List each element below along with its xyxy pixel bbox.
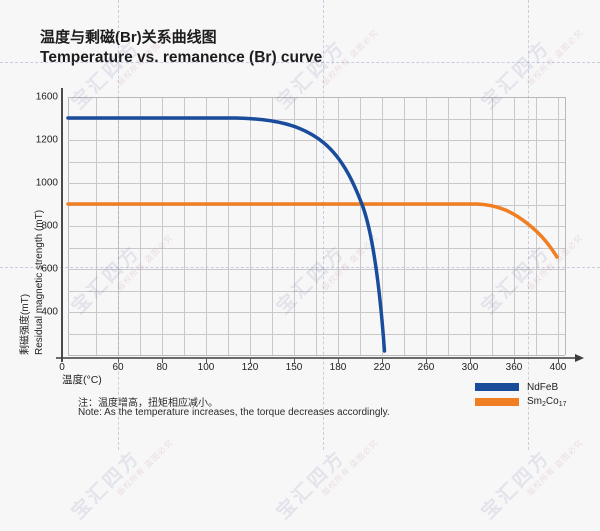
x-tick-label: 220 <box>373 362 391 373</box>
sm2co17-label: Sm2Co17 <box>527 396 567 408</box>
x-axis-title: 温度(°C) <box>62 374 102 386</box>
x-tick-mark <box>294 359 295 363</box>
legend-item-ndfeb: NdFeB <box>475 380 567 394</box>
ndfeb-swatch <box>475 383 519 391</box>
x-tick-label: 100 <box>197 362 215 373</box>
gridline-horizontal <box>68 97 565 98</box>
ndfeb-label: NdFeB <box>527 381 559 393</box>
chart-title-zh: 温度与剩磁(Br)关系曲线图 <box>40 29 217 46</box>
y-tick-label: 600 <box>41 263 58 275</box>
x-tick-mark <box>250 359 251 363</box>
x-tick-label: 150 <box>285 362 303 373</box>
x-tick-label: 60 <box>112 362 124 373</box>
x-tick-mark <box>206 359 207 363</box>
x-tick-mark <box>118 359 119 363</box>
y-tick-label: 1600 <box>35 91 58 103</box>
x-tick-label: 400 <box>549 362 567 373</box>
gridline-horizontal <box>68 355 565 356</box>
x-tick-mark <box>338 359 339 363</box>
y-tick-label: 1000 <box>35 177 58 189</box>
y-tick-label: 800 <box>41 220 58 232</box>
note-en: Note: As the temperature increases, the … <box>78 407 390 418</box>
legend-item-sm2co17: Sm2Co17 <box>475 395 567 409</box>
legend: NdFeB Sm2Co17 <box>475 380 567 410</box>
note-zh: 注：温度增高，扭矩相应减小。 <box>78 398 218 409</box>
x-tick-label: 80 <box>156 362 168 373</box>
x-tick-mark <box>558 359 559 363</box>
x-tick-label: 300 <box>461 362 479 373</box>
axis-label-layer: 剩磁强度(mT) Residual magnetic strength (mT)… <box>20 91 567 387</box>
x-tick-mark <box>470 359 471 363</box>
x-tick-mark <box>426 359 427 363</box>
x-tick-mark <box>382 359 383 363</box>
x-tick-label: 120 <box>241 362 259 373</box>
chart-title-en: Temperature vs. remanence (Br) curve <box>40 49 323 66</box>
y-tick-label: 1200 <box>35 134 58 146</box>
y-tick-label: 400 <box>41 306 58 318</box>
sm2co17-swatch <box>475 398 519 406</box>
x-tick-mark <box>514 359 515 363</box>
x-tick-label: 360 <box>505 362 523 373</box>
x-tick-label: 260 <box>417 362 435 373</box>
gridline-vertical <box>565 97 566 355</box>
x-tick-mark <box>162 359 163 363</box>
x-tick-label: 180 <box>329 362 347 373</box>
x-tick-label: 0 <box>59 362 65 373</box>
